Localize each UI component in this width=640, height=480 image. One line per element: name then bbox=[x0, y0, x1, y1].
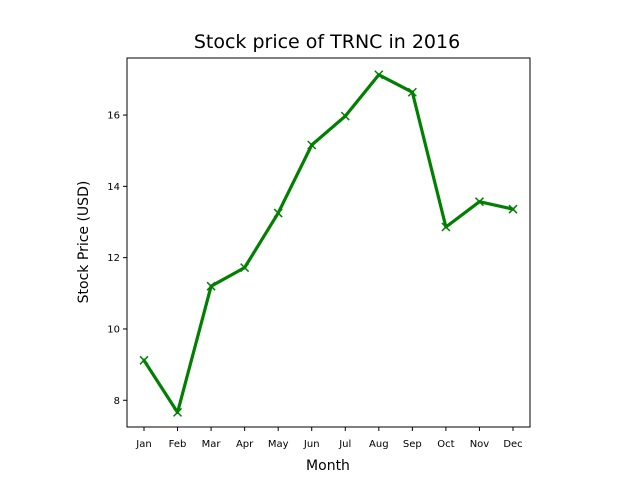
y-tick-label: 12 bbox=[107, 253, 120, 264]
x-axis-ticks: Jan Feb Mar Apr May Jun Jul Aug Sep Oct Nov Dec bbox=[135, 427, 522, 450]
x-tick-label: Nov bbox=[470, 439, 490, 450]
x-tick-label: Aug bbox=[369, 439, 389, 450]
y-tick-label: 16 bbox=[107, 111, 120, 122]
x-tick-label: Jan bbox=[135, 439, 151, 450]
y-tick-label: 10 bbox=[107, 324, 120, 335]
x-tick-label: Feb bbox=[169, 439, 187, 450]
x-tick-label: Sep bbox=[403, 439, 422, 450]
y-axis-ticks: 8 10 12 14 16 bbox=[107, 111, 127, 407]
x-tick-label: Jun bbox=[303, 439, 320, 450]
x-tick-label: Jul bbox=[338, 439, 351, 450]
y-tick-label: 8 bbox=[114, 396, 120, 407]
x-tick-label: Apr bbox=[236, 439, 254, 450]
x-tick-label: Dec bbox=[503, 439, 522, 450]
x-tick-label: Mar bbox=[202, 439, 222, 450]
x-axis-label: Month bbox=[306, 458, 350, 474]
chart-title: Stock price of TRNC in 2016 bbox=[194, 31, 460, 53]
y-tick-label: 14 bbox=[107, 182, 120, 193]
x-tick-label: May bbox=[268, 439, 289, 450]
x-tick-label: Oct bbox=[437, 439, 454, 450]
y-axis-label: Stock Price (USD) bbox=[76, 181, 92, 304]
